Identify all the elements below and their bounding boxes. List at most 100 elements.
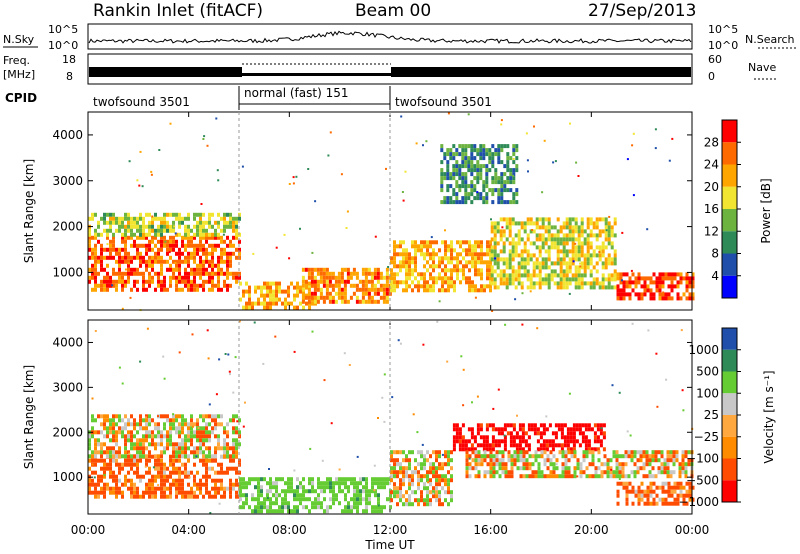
power-cell — [688, 284, 692, 289]
velocity-cell — [338, 485, 341, 490]
power-cell — [211, 267, 214, 272]
power-cell — [685, 276, 689, 281]
power-cell — [405, 252, 408, 257]
velocity-cell — [112, 422, 115, 427]
power-cell — [502, 241, 506, 246]
scatter-cell — [128, 452, 131, 455]
power-cell — [112, 255, 115, 260]
power-cell — [503, 184, 507, 189]
power-cell — [511, 245, 515, 250]
power-cell — [538, 253, 542, 258]
power-cell — [625, 280, 629, 285]
power-cell — [613, 277, 617, 282]
velocity-cell — [163, 490, 166, 495]
velocity-cell — [633, 454, 637, 459]
velocity-cell — [308, 489, 311, 494]
velocity-cell — [465, 470, 469, 475]
velocity-cell — [648, 474, 652, 479]
velocity-cell — [461, 439, 465, 444]
power-cell — [166, 224, 169, 229]
power-cell — [479, 172, 483, 177]
velocity-cell — [242, 481, 245, 486]
power-cell — [577, 225, 581, 230]
velocity-cell — [597, 466, 601, 471]
velocity-cell — [365, 497, 368, 502]
velocity-cell — [602, 431, 606, 436]
power-cell — [316, 287, 320, 292]
power-cell — [607, 229, 611, 234]
velocity-cell — [486, 454, 490, 459]
velocity-cell — [646, 497, 650, 502]
scatter-cell — [662, 291, 665, 294]
power-cell — [559, 269, 563, 274]
power-cell — [223, 251, 226, 256]
power-cell — [512, 200, 516, 205]
velocity-cell — [455, 435, 459, 440]
power-cell — [547, 257, 551, 262]
power-cell — [100, 263, 103, 268]
velocity-cell — [302, 493, 305, 498]
velocity-cell — [217, 438, 220, 443]
power-cell — [169, 212, 172, 217]
velocity-cell — [127, 418, 130, 423]
velocity-cell — [482, 439, 486, 444]
velocity-cell — [654, 450, 658, 455]
velocity-cell — [383, 505, 386, 510]
velocity-cell — [609, 466, 613, 471]
power-cell — [325, 275, 329, 280]
power-cell — [480, 288, 483, 293]
velocity-cell — [112, 430, 115, 435]
velocity-cell — [139, 474, 142, 479]
power-cell — [438, 260, 441, 265]
velocity-cell — [118, 450, 121, 455]
scatter-cell — [209, 512, 212, 514]
power-cell — [489, 280, 492, 285]
velocity-cell — [687, 458, 691, 463]
velocity-cell — [516, 454, 520, 459]
power-cell — [307, 291, 311, 296]
power-cell — [178, 251, 181, 256]
power-cell — [133, 224, 136, 229]
velocity-cell — [196, 418, 199, 423]
power-cell — [691, 292, 695, 297]
power-cell — [508, 225, 512, 230]
power-cell — [610, 285, 614, 290]
scatter-cell — [492, 407, 495, 410]
power-cell — [443, 200, 447, 205]
scatter-cell — [579, 265, 582, 268]
velocity-cell — [251, 497, 254, 502]
velocity-cell — [590, 447, 594, 452]
scatter-cell — [529, 290, 532, 293]
velocity-cell — [335, 481, 338, 486]
power-cell — [670, 284, 674, 289]
power-cell — [473, 144, 477, 149]
power-cell — [577, 257, 581, 262]
velocity-cell — [670, 489, 674, 494]
power-cell — [538, 225, 542, 230]
velocity-cell — [670, 501, 674, 506]
power-cell — [154, 235, 157, 240]
power-cell — [313, 299, 317, 304]
power-cell — [106, 235, 109, 240]
power-cell — [88, 247, 91, 252]
power-cell — [506, 164, 510, 169]
velocity-cell — [474, 450, 478, 455]
power-cell — [616, 272, 620, 277]
velocity-cell — [510, 466, 514, 471]
scatter-cell — [139, 360, 142, 363]
velocity-cell — [432, 474, 435, 479]
velocity-cell — [450, 450, 453, 455]
velocity-cell — [498, 450, 502, 455]
velocity-cell — [242, 501, 245, 506]
velocity-cell — [467, 439, 471, 444]
velocity-cell — [374, 481, 377, 486]
velocity-cell — [380, 505, 383, 510]
power-cell — [337, 295, 341, 300]
power-cell — [580, 249, 584, 254]
power-cell — [470, 168, 474, 173]
velocity-cell — [229, 454, 232, 459]
velocity-cell — [488, 447, 492, 452]
velocity-cell — [432, 486, 435, 491]
power-cell — [254, 285, 257, 290]
power-cell — [367, 295, 371, 300]
